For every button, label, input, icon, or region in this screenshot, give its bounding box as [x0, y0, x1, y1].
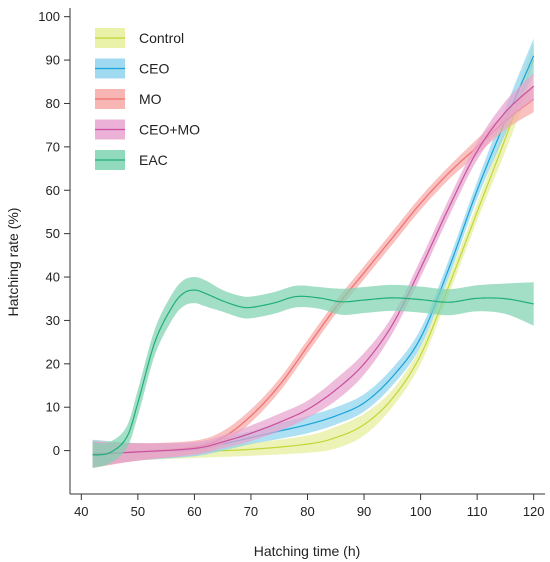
series-line	[92, 289, 534, 456]
x-tick-label: 60	[187, 504, 201, 519]
x-tick-label: 80	[300, 504, 314, 519]
x-tick-label: 90	[357, 504, 371, 519]
x-axis-title: Hatching time (h)	[254, 543, 361, 559]
y-axis-title: Hatching rate (%)	[5, 208, 21, 317]
y-tick-label: 70	[46, 139, 60, 154]
x-tick-label: 70	[244, 504, 258, 519]
y-tick-label: 10	[46, 400, 60, 415]
y-tick-label: 0	[53, 443, 60, 458]
legend-label: CEO	[139, 61, 169, 77]
y-tick-label: 80	[46, 96, 60, 111]
series-band	[92, 277, 534, 468]
x-tick-label: 40	[74, 504, 88, 519]
x-tick-label: 120	[523, 504, 545, 519]
x-tick-label: 100	[410, 504, 432, 519]
y-tick-label: 90	[46, 53, 60, 68]
y-tick-label: 100	[38, 9, 60, 24]
series-line	[92, 85, 535, 455]
x-tick-label: 50	[131, 504, 145, 519]
axes-layer: 40 50 60 70 80 90 100 110 120 0 10 20 30 40 50 60 70 80 90…	[38, 8, 545, 519]
y-tick-label: 60	[46, 183, 60, 198]
y-tick-label: 30	[46, 313, 60, 328]
legend-label: CEO+MO	[139, 122, 200, 138]
legend-label: EAC	[139, 152, 168, 168]
series-line	[92, 59, 535, 454]
y-tick-label: 20	[46, 356, 60, 371]
series-line	[92, 55, 535, 454]
legend: Control CEO MO CEO+MO EAC	[95, 28, 200, 170]
y-tick-label: 40	[46, 270, 60, 285]
series-layer	[92, 38, 535, 468]
legend-label: Control	[139, 30, 184, 46]
legend-label: MO	[139, 91, 162, 107]
x-tick-label: 110	[467, 504, 488, 519]
y-tick-label: 50	[46, 226, 60, 241]
